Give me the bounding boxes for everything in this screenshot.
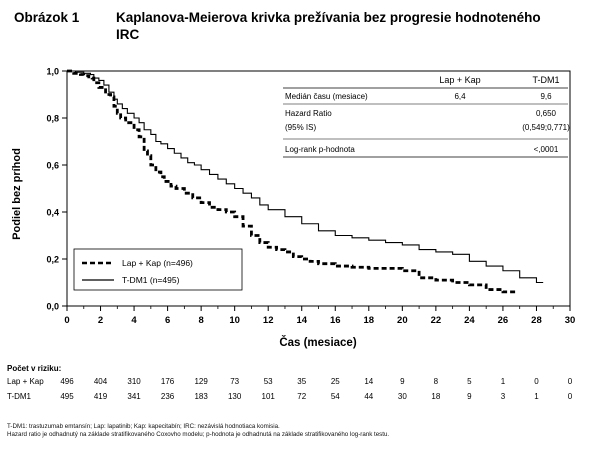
stats-table: Lap + Kap T-DM1 Medián času (mesiace) 6,… <box>283 75 570 158</box>
risk-value: 0 <box>567 392 573 401</box>
x-tick-label: 30 <box>565 315 576 326</box>
risk-row-lapkap: Lap + Kap 496 404 310 176 129 73 53 35 25 14 9 8 5 1 0… <box>0 377 600 388</box>
y-axis-label: Podiel bez príhod <box>11 148 23 240</box>
x-tick-label: 2 <box>98 315 103 326</box>
risk-value: 1 <box>534 392 539 401</box>
risk-value: 404 <box>93 377 108 386</box>
footnote: T-DM1: trastuzumab emtansín; Lap: lapati… <box>7 423 280 430</box>
risk-value: 129 <box>194 377 208 386</box>
risk-value: 496 <box>60 377 74 386</box>
risk-value: 44 <box>364 392 374 401</box>
risk-value: 0 <box>534 377 539 386</box>
risk-value: 5 <box>467 377 472 386</box>
risk-value: 9 <box>400 377 405 386</box>
risk-value: 176 <box>160 377 175 386</box>
legend-box <box>73 248 243 291</box>
curve-lap-kap <box>67 69 517 294</box>
risk-value: 130 <box>227 392 242 401</box>
risk-value: 18 <box>431 392 441 401</box>
stats-row-label: Hazard Ratio <box>285 109 332 118</box>
risk-value: 53 <box>263 377 273 386</box>
risk-value: 35 <box>297 377 307 386</box>
x-tick-label: 8 <box>198 315 203 326</box>
footnote: Hazard ratio je odhadnutý na základe str… <box>7 431 390 438</box>
x-tick-label: 26 <box>498 315 509 326</box>
y-tick-label: 0,4 <box>46 208 59 218</box>
risk-value: 341 <box>127 392 141 401</box>
y-tick-label: 0,0 <box>46 302 59 312</box>
risk-table-heading: Počet v riziku: <box>7 364 62 373</box>
x-axis-label: Čas (mesiace) <box>279 336 357 349</box>
risk-value: 0 <box>567 377 573 386</box>
y-tick-label: 1,0 <box>46 67 59 77</box>
stats-row-label: Log-rank p-hodnota <box>285 145 355 154</box>
stats-row-tdm1: (0,549;0,771) <box>522 123 570 132</box>
legend-label-tdm1: T-DM1 (n=495) <box>122 275 180 285</box>
risk-row-label: T-DM1 <box>7 392 31 401</box>
risk-value: 101 <box>261 392 275 401</box>
risk-value: 236 <box>160 392 175 401</box>
x-axis: 0 2 4 6 8 10 12 14 16 18 20 22 24 26 28 30 <box>64 306 575 326</box>
curves <box>67 69 544 294</box>
risk-value: 72 <box>297 392 307 401</box>
risk-row-tdm1: T-DM1 495 419 341 236 183 130 101 72 54 44 30 18 9 3 1… <box>0 392 600 403</box>
risk-value: 310 <box>127 377 141 386</box>
x-tick-label: 10 <box>229 315 240 326</box>
y-tick-label: 0,2 <box>46 255 59 265</box>
risk-value: 419 <box>93 392 108 401</box>
x-tick-label: 6 <box>165 315 170 326</box>
risk-value: 14 <box>364 377 374 386</box>
x-tick-label: 14 <box>296 315 307 326</box>
x-tick-label: 20 <box>397 315 408 326</box>
curve-tdm1 <box>67 70 544 284</box>
x-tick-label: 28 <box>531 315 542 326</box>
risk-value: 54 <box>330 392 340 401</box>
y-axis: 0,0 0,2 0,4 0,6 0,8 1,0 <box>46 67 67 312</box>
y-tick-label: 0,8 <box>46 114 59 124</box>
x-tick-label: 0 <box>64 315 69 326</box>
stats-row-tdm1: <,0001 <box>534 145 559 154</box>
stats-row-tdm1: 9,6 <box>540 92 552 101</box>
risk-value: 1 <box>500 377 506 386</box>
risk-row-label: Lap + Kap <box>7 377 44 386</box>
stats-col-lapkap: Lap + Kap <box>439 75 480 85</box>
stats-row-label: Medián času (mesiace) <box>285 92 368 101</box>
legend-label-lapkap: Lap + Kap (n=496) <box>122 258 193 268</box>
risk-value: 8 <box>433 377 439 386</box>
stats-row-tdm1: 0,650 <box>536 109 557 118</box>
risk-value: 73 <box>230 377 240 386</box>
km-chart: 0,00,20,40,60,81,0 0 2 4 6 8 10 12 14 16 18 20 22 24… <box>11 67 575 350</box>
footnotes: T-DM1: trastuzumab emtansín; Lap: lapati… <box>7 423 597 439</box>
x-tick-label: 24 <box>464 315 475 326</box>
y-tick-label: 0,6 <box>46 161 59 171</box>
stats-row-lapkap: 6,4 <box>454 92 466 101</box>
legend: Lap + Kap (n=496) T-DM1 (n=495) <box>73 248 243 291</box>
figure-label: Obrázok 1 <box>14 10 80 25</box>
risk-value: 183 <box>194 392 208 401</box>
x-tick-label: 22 <box>431 315 442 326</box>
risk-value: 9 <box>467 392 472 401</box>
x-tick-label: 16 <box>330 315 341 326</box>
figure-title: Kaplanova-Meierova krivka prežívania bez… <box>116 10 541 42</box>
stats-row-label: (95% IS) <box>285 123 316 132</box>
risk-value: 30 <box>397 392 407 401</box>
stats-col-tdm1: T-DM1 <box>533 75 560 85</box>
x-tick-label: 12 <box>263 315 274 326</box>
risk-value: 3 <box>500 392 506 401</box>
x-tick-label: 18 <box>364 315 375 326</box>
risk-value: 495 <box>60 392 74 401</box>
risk-value: 25 <box>330 377 340 386</box>
x-tick-label: 4 <box>131 315 137 326</box>
